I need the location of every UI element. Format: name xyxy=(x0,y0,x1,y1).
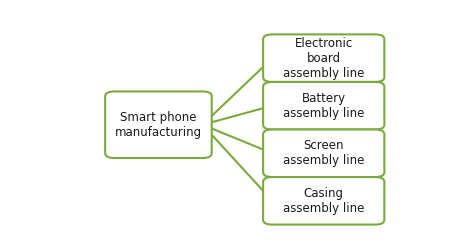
Text: Electronic
board
assembly line: Electronic board assembly line xyxy=(283,37,365,80)
FancyBboxPatch shape xyxy=(263,82,384,129)
Text: Battery
assembly line: Battery assembly line xyxy=(283,92,365,120)
Text: Smart phone
manufacturing: Smart phone manufacturing xyxy=(115,111,202,139)
FancyBboxPatch shape xyxy=(263,177,384,225)
Text: Screen
assembly line: Screen assembly line xyxy=(283,139,365,167)
FancyBboxPatch shape xyxy=(263,129,384,177)
Text: Casing
assembly line: Casing assembly line xyxy=(283,187,365,215)
FancyBboxPatch shape xyxy=(105,91,212,158)
FancyBboxPatch shape xyxy=(263,34,384,82)
